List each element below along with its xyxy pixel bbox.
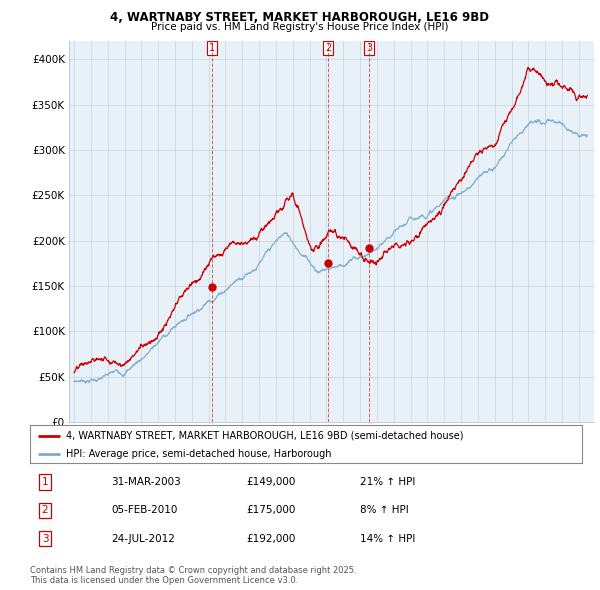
Text: 1: 1 xyxy=(209,43,215,53)
Text: 05-FEB-2010: 05-FEB-2010 xyxy=(111,506,178,515)
Text: £149,000: £149,000 xyxy=(246,477,295,487)
Text: £192,000: £192,000 xyxy=(246,534,295,543)
Text: Price paid vs. HM Land Registry's House Price Index (HPI): Price paid vs. HM Land Registry's House … xyxy=(151,22,449,32)
Text: 21% ↑ HPI: 21% ↑ HPI xyxy=(360,477,415,487)
Text: 8% ↑ HPI: 8% ↑ HPI xyxy=(360,506,409,515)
Text: HPI: Average price, semi-detached house, Harborough: HPI: Average price, semi-detached house,… xyxy=(66,448,331,458)
Text: 3: 3 xyxy=(41,534,49,543)
Text: 4, WARTNABY STREET, MARKET HARBOROUGH, LE16 9BD: 4, WARTNABY STREET, MARKET HARBOROUGH, L… xyxy=(110,11,490,24)
Text: 14% ↑ HPI: 14% ↑ HPI xyxy=(360,534,415,543)
Text: Contains HM Land Registry data © Crown copyright and database right 2025.
This d: Contains HM Land Registry data © Crown c… xyxy=(30,566,356,585)
Text: 31-MAR-2003: 31-MAR-2003 xyxy=(111,477,181,487)
Text: 2: 2 xyxy=(41,506,49,515)
Text: 24-JUL-2012: 24-JUL-2012 xyxy=(111,534,175,543)
Text: £175,000: £175,000 xyxy=(246,506,295,515)
Text: 1: 1 xyxy=(41,477,49,487)
Text: 2: 2 xyxy=(325,43,331,53)
Text: 4, WARTNABY STREET, MARKET HARBOROUGH, LE16 9BD (semi-detached house): 4, WARTNABY STREET, MARKET HARBOROUGH, L… xyxy=(66,431,463,441)
Text: 3: 3 xyxy=(366,43,372,53)
